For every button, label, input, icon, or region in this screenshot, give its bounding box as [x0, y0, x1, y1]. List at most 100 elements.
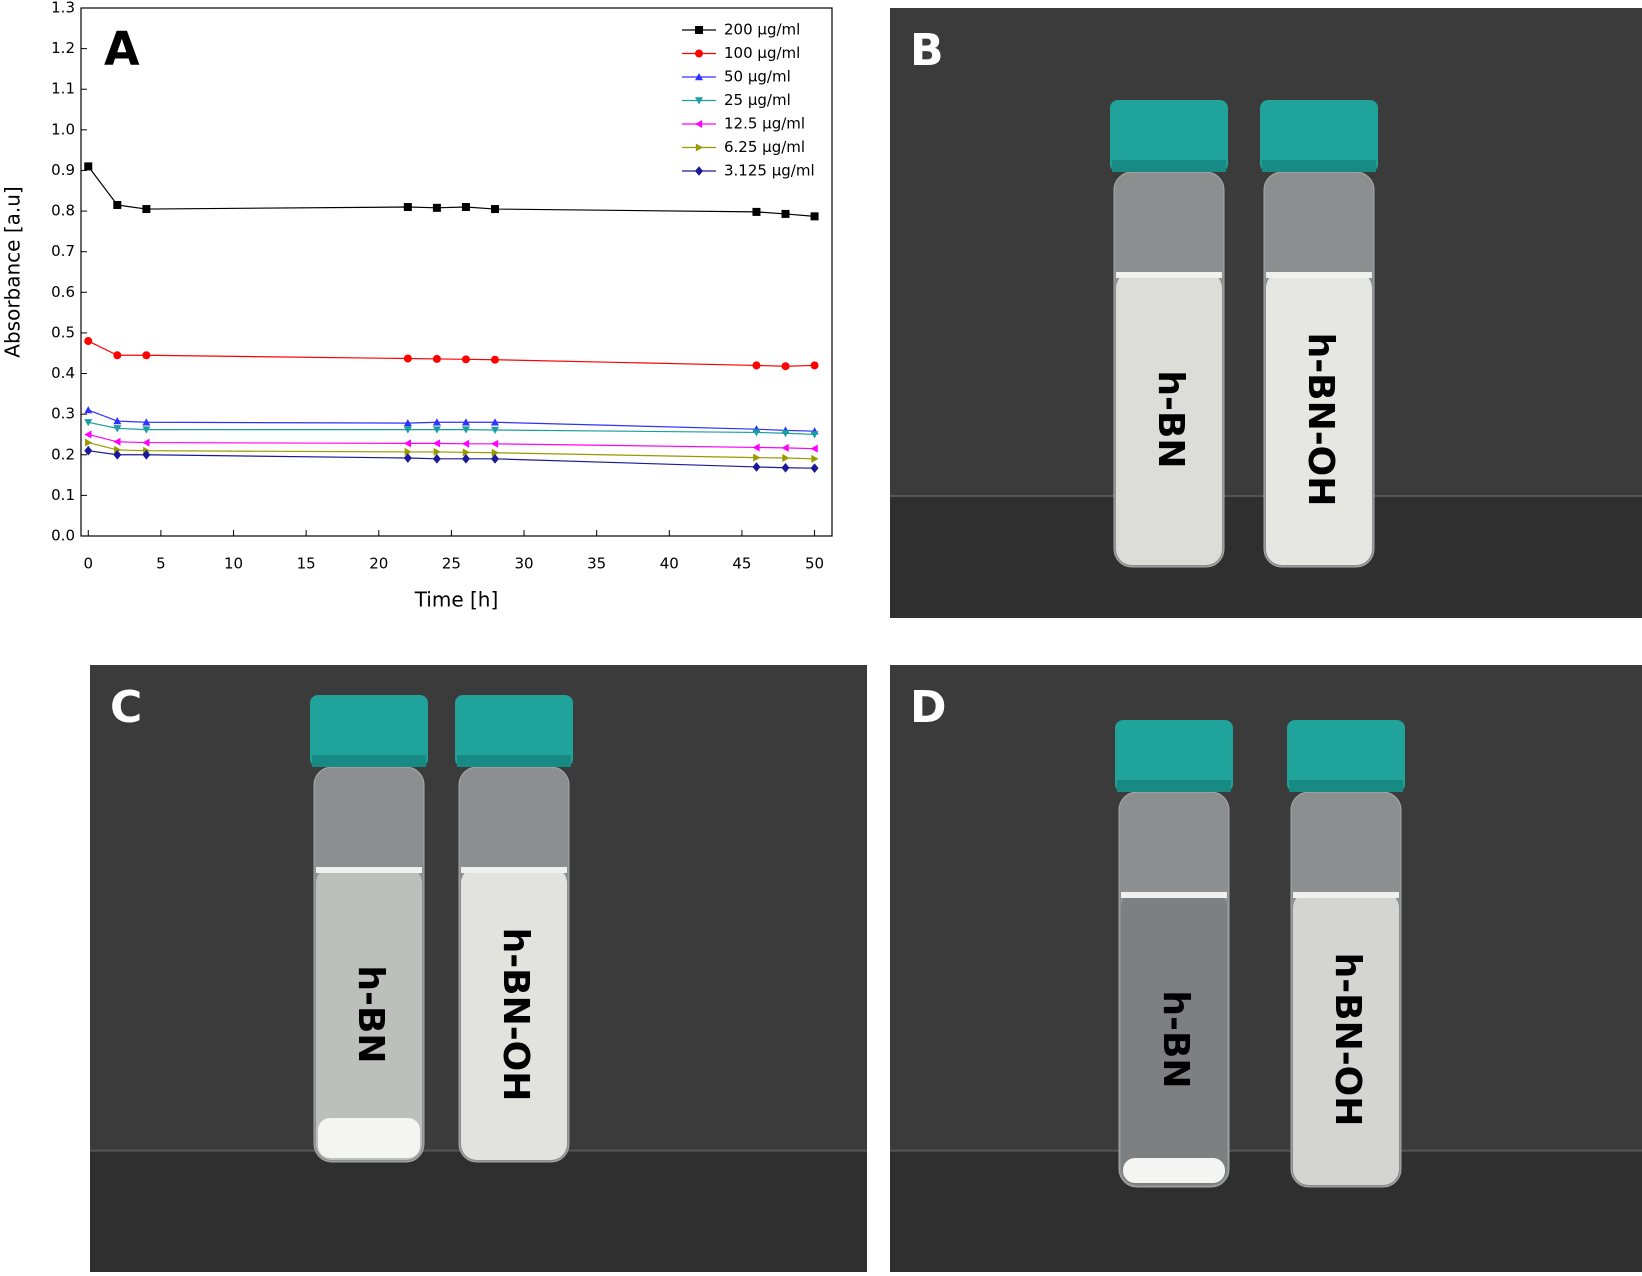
- vial-cap-ring: [1117, 780, 1231, 792]
- marker: [781, 209, 790, 218]
- legend-label: 3.125 µg/ml: [724, 162, 815, 180]
- panel-label: C: [110, 682, 142, 733]
- series-line: [88, 421, 815, 436]
- y-tick-label: 0.6: [51, 283, 75, 301]
- marker: [432, 454, 441, 464]
- vial-cap-ring: [457, 755, 571, 767]
- vial-cap-ring: [1112, 160, 1226, 172]
- vial-liquid: [461, 867, 567, 1160]
- vial-label: h-BN-OH: [1327, 953, 1368, 1127]
- series-line: [87, 340, 815, 367]
- vial-cap: [455, 695, 573, 767]
- marker: [142, 438, 150, 447]
- y-tick-label: 1.1: [51, 80, 75, 98]
- y-tick-label: 0.3: [51, 405, 75, 423]
- vial-liquid: [1121, 892, 1227, 1185]
- marker: [752, 443, 760, 452]
- x-tick-label: 50: [805, 555, 824, 573]
- marker: [781, 362, 790, 371]
- marker: [84, 430, 92, 439]
- marker: [810, 361, 819, 370]
- marker: [403, 203, 412, 212]
- marker: [84, 419, 93, 427]
- marker: [782, 454, 790, 463]
- marker: [432, 418, 441, 426]
- vial-cap: [1110, 100, 1228, 172]
- marker: [811, 454, 819, 463]
- panel-label: B: [910, 25, 944, 76]
- legend-label: 6.25 µg/ml: [724, 138, 805, 156]
- marker: [753, 453, 761, 462]
- legend-label: 50 µg/ml: [724, 68, 791, 86]
- vial-sediment: [318, 1118, 420, 1158]
- marker: [113, 417, 122, 425]
- y-tick-label: 0.2: [51, 445, 75, 463]
- marker: [113, 437, 121, 446]
- x-tick-label: 10: [224, 555, 243, 573]
- marker: [490, 355, 499, 364]
- marker: [433, 447, 441, 456]
- photo-panel: Dh-BN h-BN-OH: [890, 665, 1642, 1272]
- y-tick-label: 0.7: [51, 242, 75, 260]
- legend-label: 25 µg/ml: [724, 91, 791, 109]
- marker: [810, 444, 818, 453]
- photo-panel: Ch-BN h-BN-OH: [90, 665, 867, 1272]
- series-line: [87, 166, 815, 217]
- x-tick-label: 25: [442, 555, 461, 573]
- marker: [461, 355, 470, 364]
- vial-sediment: [1123, 1158, 1225, 1183]
- marker: [752, 462, 761, 472]
- y-tick-label: 1.0: [51, 120, 75, 138]
- marker: [432, 426, 441, 434]
- x-tick-label: 20: [369, 555, 388, 573]
- marker: [810, 212, 819, 221]
- y-tick-label: 0.4: [51, 364, 75, 382]
- legend-marker: [695, 26, 703, 34]
- x-tick-label: 15: [297, 555, 316, 573]
- vial-meniscus: [1266, 272, 1372, 278]
- marker: [461, 454, 470, 464]
- legend-marker: [695, 120, 703, 128]
- vial-liquid: [1266, 272, 1372, 565]
- legend-marker: [695, 143, 703, 152]
- marker: [781, 430, 790, 438]
- marker: [85, 438, 93, 447]
- photo-panel: Bh-BN h-BN-OH: [890, 8, 1642, 618]
- marker: [403, 426, 412, 434]
- panel-label: D: [910, 682, 947, 733]
- marker: [490, 454, 499, 464]
- y-tick-label: 0.5: [51, 323, 75, 341]
- marker: [142, 418, 151, 426]
- marker: [403, 439, 412, 448]
- legend-marker: [695, 166, 703, 176]
- marker: [490, 205, 499, 214]
- vial-label: h-BN: [350, 965, 391, 1063]
- marker: [142, 351, 151, 360]
- marker: [113, 449, 122, 460]
- marker: [84, 445, 93, 456]
- vial-label: h-BN: [1150, 370, 1191, 468]
- marker: [403, 419, 412, 427]
- vial-meniscus: [1293, 892, 1399, 898]
- marker: [490, 418, 499, 426]
- legend-label: 100 µg/ml: [724, 44, 800, 62]
- legend-marker: [695, 97, 703, 105]
- vial-liquid: [1293, 892, 1399, 1185]
- vial-liquid: [316, 867, 422, 1160]
- legend-marker: [695, 49, 703, 58]
- x-tick-label: 30: [514, 555, 533, 573]
- vial-cap: [1115, 720, 1233, 792]
- marker: [781, 462, 790, 473]
- x-tick-label: 5: [156, 555, 166, 573]
- marker: [810, 463, 819, 473]
- vial-cap-ring: [312, 755, 426, 767]
- photo-shelf: [890, 1150, 1642, 1272]
- y-tick-label: 0.1: [51, 486, 75, 504]
- plot-frame: [80, 7, 833, 537]
- marker: [752, 429, 761, 437]
- vial-label: h-BN-OH: [495, 928, 536, 1102]
- marker: [461, 418, 470, 426]
- vial-label: h-BN-OH: [1300, 333, 1341, 507]
- y-tick-label: 0.9: [51, 161, 75, 179]
